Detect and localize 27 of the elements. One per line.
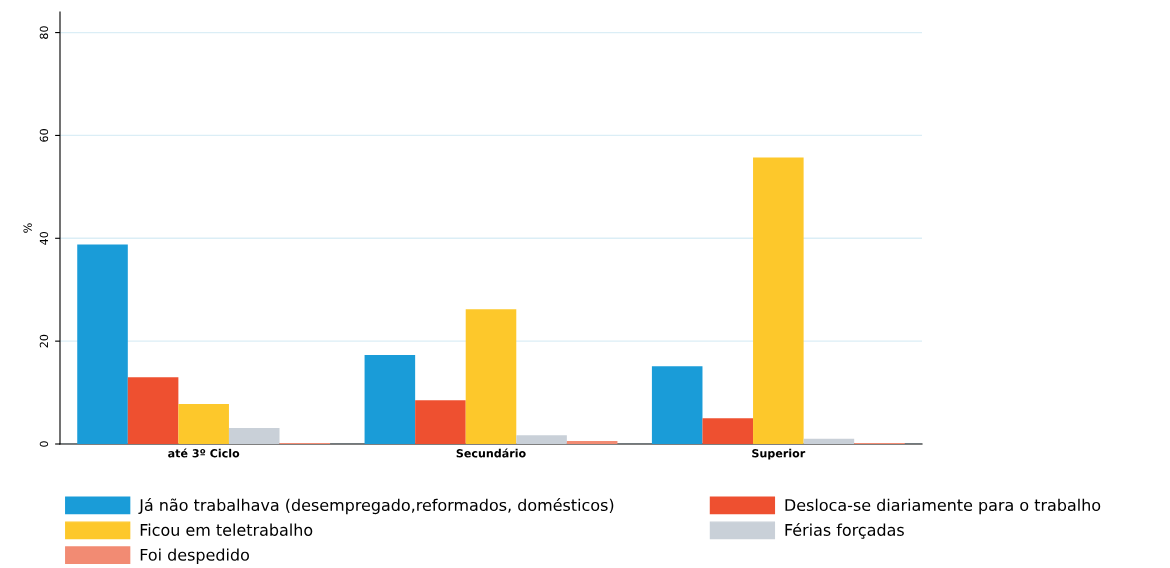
x-tick-label: Superior [752,448,806,460]
bar [415,400,466,444]
legend-label: Já não trabalhava (desempregado,reformados, domésticos) [138,498,614,515]
bar [651,366,703,444]
bar [803,438,855,444]
bar [753,157,804,444]
bar [228,428,280,444]
legend-label: Férias forçadas [785,522,904,539]
bar [127,377,179,444]
bar [364,355,416,444]
bar [516,435,567,444]
x-tick-label: Secundário [456,448,526,458]
legend-label: Desloca-se diariamente para o trabalho [785,498,1101,515]
bar [178,403,229,444]
legend-label: Foi despedido [140,548,249,564]
bar [566,440,618,444]
y-tick-label: 40 [39,231,49,245]
y-tick-label: 60 [39,129,49,142]
y-tick-label: 20 [39,334,49,348]
y-tick-label: 80 [39,26,49,39]
legend-label: Ficou em teletrabalho [140,523,313,536]
bar [465,309,517,444]
x-tick-label: até 3º Ciclo [168,448,240,458]
bar [702,418,754,444]
y-axis-title: % [23,223,32,233]
y-tick-label: 0 [39,441,49,447]
bar [77,244,128,444]
